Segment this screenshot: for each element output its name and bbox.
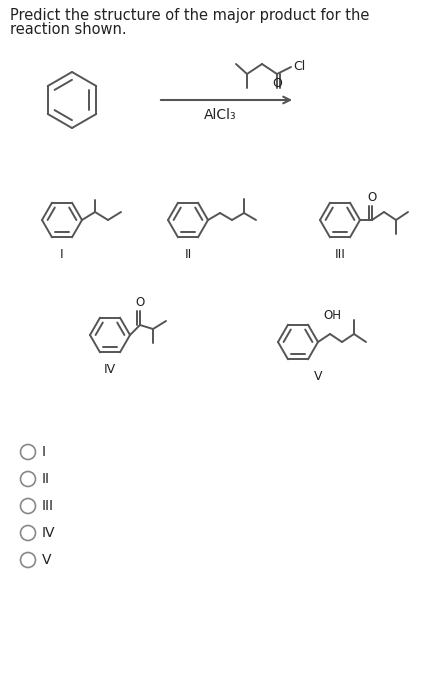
Text: O: O	[367, 191, 377, 204]
Text: OH: OH	[323, 309, 341, 322]
Text: Predict the structure of the major product for the: Predict the structure of the major produ…	[10, 8, 369, 23]
Text: I: I	[60, 248, 64, 261]
Text: reaction shown.: reaction shown.	[10, 22, 127, 37]
Text: IV: IV	[104, 363, 116, 376]
Text: V: V	[42, 553, 51, 567]
Text: III: III	[334, 248, 346, 261]
Text: III: III	[42, 499, 54, 513]
Text: II: II	[184, 248, 192, 261]
Text: V: V	[314, 370, 322, 383]
Text: AlCl₃: AlCl₃	[203, 108, 236, 122]
Text: I: I	[42, 445, 46, 459]
Text: II: II	[42, 472, 50, 486]
Text: Cl: Cl	[293, 60, 305, 74]
Text: O: O	[272, 77, 282, 90]
Text: IV: IV	[42, 526, 55, 540]
Text: O: O	[135, 296, 145, 309]
